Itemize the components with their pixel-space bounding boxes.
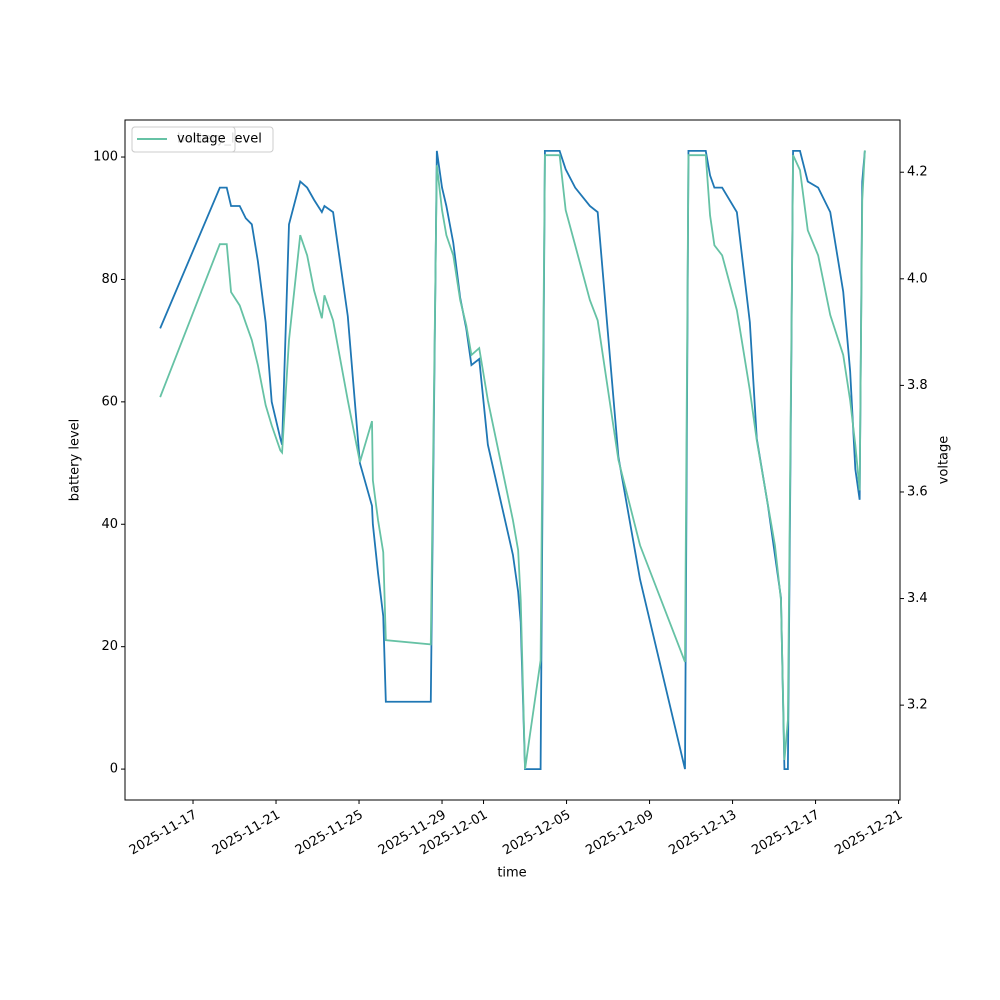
y2-axis-label: voltage [937, 436, 952, 485]
y-tick-label: 60 [101, 394, 118, 409]
x-tick-label: 2025-12-05 [500, 808, 573, 859]
y2-tick-label: 3.2 [907, 698, 928, 713]
y-tick-label: 80 [101, 272, 118, 287]
y-tick-label: 20 [101, 639, 118, 654]
y2-tick-label: 3.6 [907, 484, 928, 499]
line-series [159, 150, 866, 770]
y2-tick-label: 3.8 [907, 378, 928, 393]
plot-frame [124, 119, 901, 801]
x-tick-label: 2025-11-21 [210, 808, 283, 859]
x-tick-label: 2025-12-17 [749, 808, 822, 859]
legend-label: voltage [177, 132, 226, 147]
x-tick-label: 2025-11-17 [127, 808, 200, 859]
y2-tick-label: 3.4 [907, 591, 928, 606]
y-tick-label: 100 [93, 150, 118, 165]
y2-tick-label: 4.0 [907, 271, 928, 286]
y2-tick-label: 4.2 [907, 165, 928, 180]
x-tick-label: 2025-12-21 [832, 808, 905, 859]
x-axis-label: time [497, 866, 526, 881]
legend-box [131, 126, 236, 153]
line-series [159, 150, 866, 770]
y-axis-label: battery level [68, 419, 83, 502]
x-tick-label: 2025-11-25 [293, 808, 366, 859]
x-tick-label: 2025-12-09 [583, 808, 656, 859]
y-tick-label: 40 [101, 517, 118, 532]
x-tick-label: 2025-12-13 [666, 808, 739, 859]
y-tick-label: 0 [110, 762, 118, 777]
